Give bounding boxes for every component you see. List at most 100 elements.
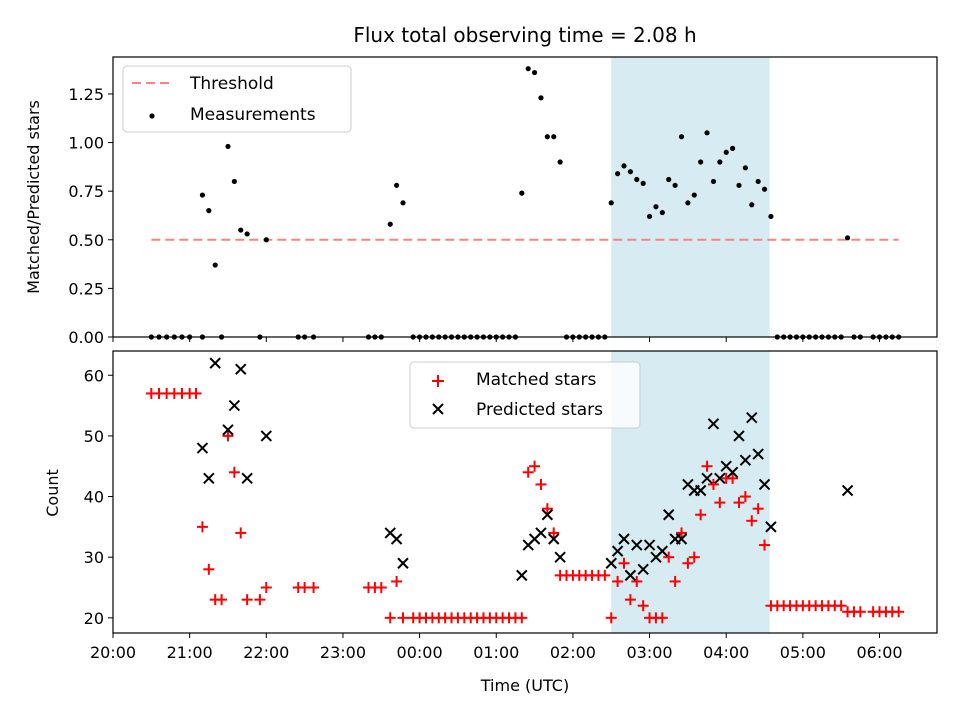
matched-star-point — [714, 497, 726, 509]
predicted-star-point — [758, 478, 771, 491]
matched-star-point — [535, 478, 547, 490]
predicted-star-point — [841, 484, 854, 497]
legend-predicted-swatch — [432, 403, 444, 415]
matched-star-point — [190, 387, 202, 399]
measurement-point — [729, 145, 736, 151]
matched-star-point — [196, 521, 208, 533]
predicted-star-point — [733, 430, 745, 442]
measurement-point — [666, 176, 672, 183]
predicted-star-point — [675, 533, 688, 545]
bottom-x-tick-label: 00:00 — [397, 643, 443, 662]
matched-star-point — [624, 594, 636, 606]
measurement-point — [621, 163, 627, 169]
measurement-point — [544, 134, 550, 140]
bottom-y-tick-label: 50 — [84, 427, 104, 446]
measurement-point — [844, 235, 851, 241]
bottom-x-tick-label: 21:00 — [167, 643, 213, 662]
matched-star-point — [682, 557, 694, 569]
x-axis-label: Time (UTC) — [480, 676, 569, 695]
top-panel: 0.00 0.25 0.50 0.75 1.00 1.25 Matched/Predict… — [24, 56, 938, 347]
measurement-point — [742, 165, 748, 171]
measurement-point — [723, 149, 729, 155]
predicted-star-point — [397, 557, 409, 569]
bottom-x-tick-label: 05:00 — [780, 643, 826, 662]
measurement-point — [551, 134, 557, 140]
matched-star-point — [254, 594, 266, 606]
measurement-point — [225, 143, 231, 150]
measurement-point — [519, 190, 525, 196]
matched-star-point — [605, 612, 617, 624]
predicted-star-point — [618, 533, 630, 545]
bottom-y-tick-label: 20 — [84, 609, 104, 628]
matched-star-point — [688, 551, 700, 563]
measurement-point — [672, 182, 678, 188]
top-panel-frame — [112, 56, 938, 338]
predicted-star-point — [222, 424, 234, 436]
legend-predicted-label: Predicted stars — [476, 400, 603, 420]
predicted-star-point — [390, 533, 403, 545]
measurement-point — [394, 182, 400, 188]
measurement-point — [627, 169, 633, 175]
measurement-point — [749, 202, 755, 208]
bottom-legend: Matched stars Predicted stars — [409, 361, 641, 429]
top-y-ticks: 0.00 0.25 0.50 0.75 1.00 1.25 — [68, 85, 113, 347]
measurement-point — [736, 182, 742, 188]
matched-star-point — [529, 460, 541, 472]
legend-measurements-label: Measurements — [190, 105, 316, 125]
matched-star-point — [631, 575, 643, 587]
top-y-tick-label: 0.75 — [68, 182, 104, 201]
legend-threshold-label: Threshold — [189, 74, 274, 94]
predicted-star-point — [624, 569, 637, 582]
matched-star-point — [727, 472, 739, 484]
legend-matched-label: Matched stars — [476, 370, 596, 390]
predicted-star-point — [707, 418, 720, 430]
matched-star-point — [516, 612, 528, 624]
predicted-star-point — [605, 557, 617, 569]
matched-star-point — [675, 527, 687, 539]
predicted-star-point — [694, 484, 707, 497]
measurement-point — [199, 192, 206, 198]
predicted-star-point — [203, 472, 215, 485]
predicted-star-point — [260, 430, 273, 442]
matched-star-point — [733, 497, 745, 509]
matched-star-point — [746, 515, 758, 527]
bottom-y-ticks: 20 30 40 50 60 — [84, 366, 113, 628]
measurement-point — [557, 159, 563, 165]
matched-star-point — [260, 582, 272, 594]
measurement-point — [653, 204, 659, 210]
matched-star-point — [384, 612, 396, 624]
bottom-y-tick-label: 40 — [84, 488, 104, 507]
predicted-star-point — [746, 412, 758, 424]
measurement-point — [685, 200, 691, 206]
bottom-x-tick-label: 20:00 — [90, 643, 136, 662]
measurement-point — [525, 66, 531, 72]
matched-star-point — [541, 503, 553, 515]
predicted-star-point — [535, 527, 547, 539]
matched-star-point — [695, 509, 707, 521]
measurement-point — [244, 231, 250, 237]
predicted-star-point — [765, 521, 777, 533]
measurement-point — [615, 171, 621, 177]
matched-star-point — [656, 612, 668, 624]
bottom-x-tick-label: 03:00 — [627, 643, 673, 662]
matched-star-point — [739, 491, 751, 503]
matched-star-point — [618, 557, 630, 569]
measurement-point — [691, 192, 697, 198]
predicted-star-point — [643, 539, 656, 551]
predicted-star-point — [235, 363, 247, 375]
predicted-star-point — [726, 466, 739, 478]
legend-measurements-swatch — [149, 113, 155, 119]
predicted-star-point — [637, 563, 649, 576]
matched-star-point — [835, 600, 847, 612]
measurement-point — [206, 208, 212, 214]
bottom-x-tick-label: 22:00 — [243, 643, 289, 662]
matched-star-point — [669, 575, 681, 587]
measurement-point — [646, 213, 653, 220]
matched-star-point — [391, 575, 403, 587]
measurement-point — [400, 200, 406, 206]
predicted-star-point — [516, 569, 528, 582]
matched-star-points — [145, 387, 905, 624]
measurement-point — [263, 237, 269, 243]
measurement-point — [538, 95, 544, 101]
legend-matched-swatch — [432, 375, 444, 387]
